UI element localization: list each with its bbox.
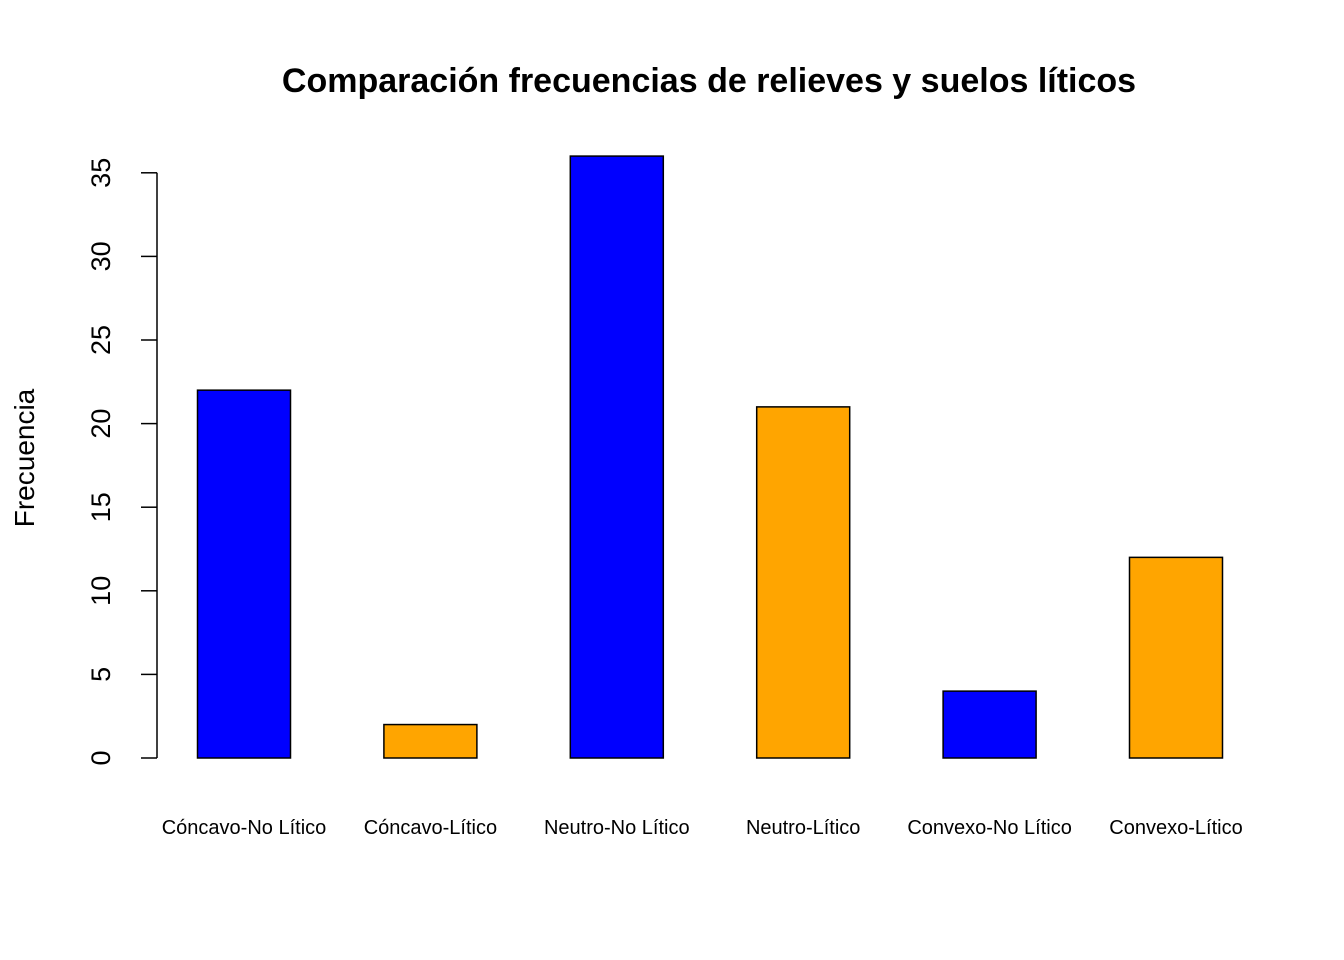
y-tick-label: 15 xyxy=(86,492,116,522)
x-category-label: Cóncavo-No Lítico xyxy=(162,817,327,839)
bars-group xyxy=(196,155,1224,759)
y-tick-label: 5 xyxy=(86,667,116,682)
x-category-label: Convexo-Lítico xyxy=(1109,817,1242,839)
y-axis-label: Frecuencia xyxy=(9,388,40,527)
bar xyxy=(383,723,478,759)
chart-title: Comparación frecuencias de relieves y su… xyxy=(282,62,1136,100)
y-tick-label: 10 xyxy=(86,576,116,606)
bar xyxy=(942,690,1037,759)
x-category-label: Cóncavo-Lítico xyxy=(364,817,497,839)
x-category-label: Neutro-Lítico xyxy=(746,817,861,839)
category-labels: Cóncavo-No Lítico Cóncavo-Lítico Neutro-No… xyxy=(162,817,1243,839)
y-axis: 0 5 10 15 20 25 30 35 xyxy=(86,158,158,766)
x-category-label: Convexo-No Lítico xyxy=(907,817,1072,839)
bar xyxy=(1128,556,1224,759)
x-category-label: Neutro-No Lítico xyxy=(544,817,690,839)
bar xyxy=(755,406,851,759)
bar xyxy=(196,389,292,759)
y-tick-label: 20 xyxy=(86,409,116,439)
y-tick-label: 25 xyxy=(86,325,116,355)
y-tick-label: 35 xyxy=(86,158,116,188)
bar xyxy=(569,155,665,759)
y-tick-label: 30 xyxy=(86,241,116,271)
y-tick-label: 0 xyxy=(86,750,116,765)
